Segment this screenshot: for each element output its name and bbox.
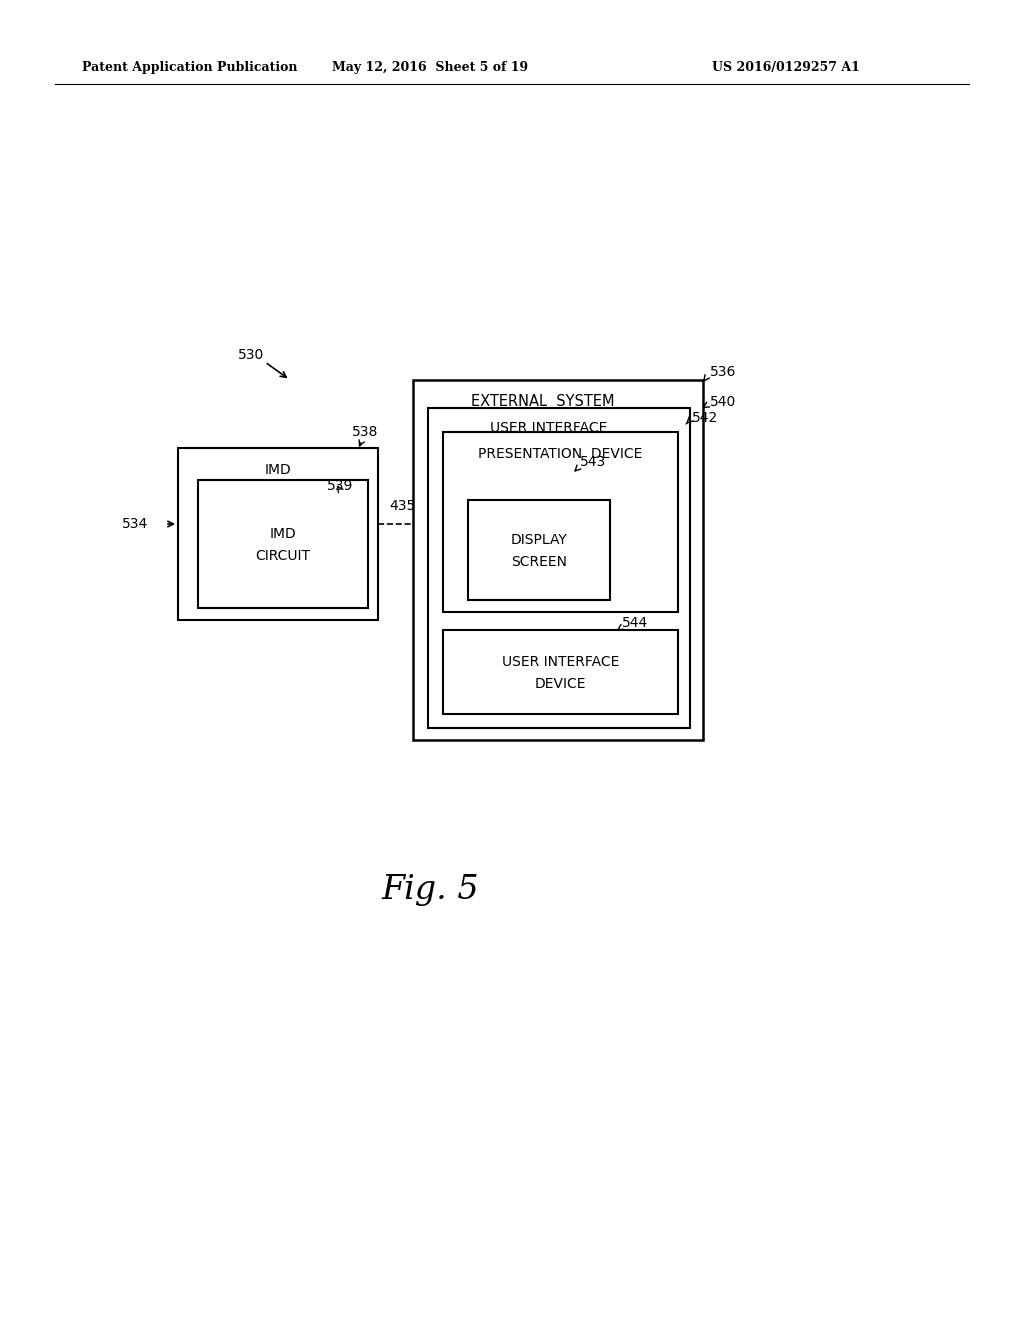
Text: IMD: IMD bbox=[269, 527, 296, 541]
Text: 542: 542 bbox=[692, 411, 718, 425]
Text: 530: 530 bbox=[238, 348, 264, 362]
Bar bbox=[198, 480, 368, 609]
Bar bbox=[468, 500, 610, 601]
Bar bbox=[178, 447, 378, 620]
Text: 536: 536 bbox=[710, 366, 736, 379]
Text: 538: 538 bbox=[352, 425, 379, 440]
Text: USER INTERFACE: USER INTERFACE bbox=[490, 421, 607, 436]
Text: SCREEN: SCREEN bbox=[511, 554, 567, 569]
Text: 435: 435 bbox=[389, 499, 415, 513]
Text: 539: 539 bbox=[327, 479, 353, 492]
Text: EXTERNAL  SYSTEM: EXTERNAL SYSTEM bbox=[471, 395, 614, 409]
Bar bbox=[413, 380, 703, 741]
Bar bbox=[443, 432, 678, 612]
Text: DEVICE: DEVICE bbox=[535, 677, 587, 690]
Bar bbox=[428, 408, 690, 729]
Text: CIRCUIT: CIRCUIT bbox=[256, 549, 310, 564]
Text: 534: 534 bbox=[122, 517, 148, 531]
Text: May 12, 2016  Sheet 5 of 19: May 12, 2016 Sheet 5 of 19 bbox=[332, 62, 528, 74]
Text: US 2016/0129257 A1: US 2016/0129257 A1 bbox=[712, 62, 860, 74]
Text: DISPLAY: DISPLAY bbox=[511, 533, 567, 546]
Text: Patent Application Publication: Patent Application Publication bbox=[82, 62, 298, 74]
Text: 543: 543 bbox=[580, 455, 606, 469]
Text: IMD: IMD bbox=[264, 463, 292, 477]
Text: USER INTERFACE: USER INTERFACE bbox=[502, 655, 620, 669]
Text: 540: 540 bbox=[710, 395, 736, 409]
Bar bbox=[443, 630, 678, 714]
Text: Fig. 5: Fig. 5 bbox=[381, 874, 479, 906]
Text: 544: 544 bbox=[622, 616, 648, 630]
Text: PRESENTATION  DEVICE: PRESENTATION DEVICE bbox=[478, 447, 643, 461]
